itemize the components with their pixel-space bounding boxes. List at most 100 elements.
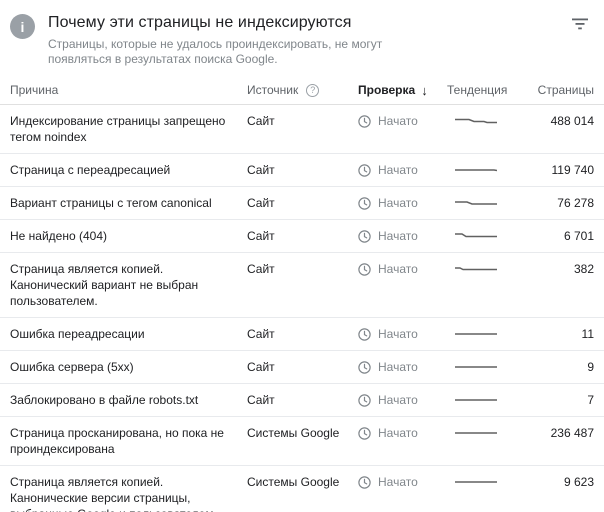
- trend-cell: [447, 417, 537, 447]
- clock-icon: [358, 229, 371, 243]
- sort-descending-icon: ↓: [421, 82, 428, 98]
- validation-status: Начато: [378, 196, 418, 210]
- clock-icon: [358, 196, 371, 210]
- source-cell: Сайт: [247, 262, 275, 276]
- table-row[interactable]: Заблокировано в файле robots.txt Сайт На…: [0, 384, 604, 417]
- validation-cell: Начато: [345, 384, 447, 416]
- validation-status: Начато: [378, 360, 418, 374]
- column-header-pages[interactable]: Страницы: [537, 83, 594, 97]
- clock-icon: [358, 327, 371, 341]
- trend-sparkline: [455, 366, 497, 368]
- table-row[interactable]: Не найдено (404) Сайт Начато 6 701: [0, 220, 604, 253]
- source-cell: Системы Google: [247, 475, 340, 489]
- column-header-validation[interactable]: Проверка ↓: [345, 83, 447, 98]
- header-text: Почему эти страницы не индексируются Стр…: [48, 13, 443, 67]
- pages-count: 9 623: [563, 475, 594, 489]
- validation-status: Начато: [378, 163, 418, 177]
- pages-count: 76 278: [557, 196, 594, 210]
- source-cell: Сайт: [247, 327, 275, 341]
- reason-cell: Заблокировано в файле robots.txt: [10, 393, 199, 407]
- trend-cell: [447, 384, 537, 414]
- validation-cell: Начато: [345, 466, 447, 498]
- validation-status: Начато: [378, 475, 418, 489]
- trend-cell: [447, 253, 537, 283]
- pages-count: 11: [581, 327, 594, 341]
- reason-cell: Страница является копией. Канонические в…: [10, 475, 217, 512]
- validation-cell: Начато: [345, 417, 447, 449]
- trend-sparkline: [455, 201, 497, 205]
- trend-cell: [447, 220, 537, 250]
- source-cell: Сайт: [247, 196, 275, 210]
- pages-count: 9: [587, 360, 594, 374]
- trend-sparkline: [455, 233, 497, 238]
- column-header-validation-label: Проверка: [358, 83, 416, 97]
- table-row[interactable]: Ошибка сервера (5xx) Сайт Начато 9: [0, 351, 604, 384]
- table-row[interactable]: Индексирование страницы запрещено тегом …: [0, 105, 604, 154]
- validation-cell: Начато: [345, 318, 447, 350]
- filter-icon: [572, 18, 588, 30]
- validation-status: Начато: [378, 114, 418, 128]
- table-row[interactable]: Вариант страницы с тегом canonical Сайт …: [0, 187, 604, 220]
- trend-sparkline: [455, 267, 497, 271]
- validation-cell: Начато: [345, 220, 447, 252]
- reason-cell: Ошибка переадресации: [10, 327, 145, 341]
- trend-sparkline: [455, 333, 497, 335]
- page-title: Почему эти страницы не индексируются: [48, 14, 352, 31]
- column-header-reason[interactable]: Причина: [10, 83, 59, 97]
- clock-icon: [358, 393, 371, 407]
- column-header-source-label: Источник: [247, 83, 299, 97]
- source-cell: Системы Google: [247, 426, 340, 440]
- validation-cell: Начато: [345, 351, 447, 383]
- clock-icon: [358, 163, 371, 177]
- table-row[interactable]: Страница является копией. Канонический в…: [0, 253, 604, 318]
- pages-count: 382: [573, 262, 594, 276]
- table-row[interactable]: Страница с переадресацией Сайт Начато 11…: [0, 154, 604, 187]
- reason-cell: Страница является копией. Канонический в…: [10, 262, 199, 308]
- column-header-trend[interactable]: Тенденция: [447, 83, 508, 97]
- table-row[interactable]: Ошибка переадресации Сайт Начато 11: [0, 318, 604, 351]
- table-header: Причина Источник ? Проверка ↓ Тенденция …: [0, 82, 604, 105]
- trend-cell: [447, 105, 537, 135]
- source-cell: Сайт: [247, 360, 275, 374]
- info-icon: i: [10, 14, 35, 39]
- reason-cell: Не найдено (404): [10, 229, 108, 243]
- column-header-source[interactable]: Источник ?: [247, 83, 345, 97]
- trend-sparkline: [455, 118, 497, 124]
- reason-cell: Ошибка сервера (5xx): [10, 360, 134, 374]
- pages-count: 7: [587, 393, 594, 407]
- trend-cell: [447, 318, 537, 348]
- validation-cell: Начато: [345, 105, 447, 137]
- source-cell: Сайт: [247, 114, 275, 128]
- validation-status: Начато: [378, 262, 418, 276]
- report-header: i Почему эти страницы не индексируются С…: [0, 0, 604, 80]
- table-row[interactable]: Страница является копией. Канонические в…: [0, 466, 604, 512]
- trend-sparkline: [455, 432, 497, 434]
- clock-icon: [358, 426, 371, 440]
- clock-icon: [358, 262, 371, 276]
- validation-status: Начато: [378, 229, 418, 243]
- trend-cell: [447, 466, 537, 496]
- trend-cell: [447, 351, 537, 381]
- reason-cell: Индексирование страницы запрещено тегом …: [10, 114, 226, 144]
- source-cell: Сайт: [247, 229, 275, 243]
- clock-icon: [358, 475, 371, 489]
- validation-cell: Начато: [345, 187, 447, 219]
- reason-cell: Страница с переадресацией: [10, 163, 171, 177]
- table-row[interactable]: Страница просканирована, но пока не прои…: [0, 417, 604, 466]
- help-icon[interactable]: ?: [306, 83, 320, 97]
- pages-count: 236 487: [550, 426, 594, 440]
- trend-cell: [447, 154, 537, 184]
- trend-sparkline: [455, 481, 497, 483]
- table-body: Индексирование страницы запрещено тегом …: [0, 105, 604, 512]
- trend-sparkline: [455, 169, 497, 172]
- page-subtitle: Страницы, которые не удалось проиндексир…: [48, 37, 383, 66]
- reason-cell: Вариант страницы с тегом canonical: [10, 196, 212, 210]
- reason-cell: Страница просканирована, но пока не прои…: [10, 426, 224, 456]
- source-cell: Сайт: [247, 393, 275, 407]
- trend-cell: [447, 187, 537, 217]
- clock-icon: [358, 360, 371, 374]
- filter-button[interactable]: [568, 12, 592, 36]
- validation-status: Начато: [378, 426, 418, 440]
- pages-count: 6 701: [563, 229, 594, 243]
